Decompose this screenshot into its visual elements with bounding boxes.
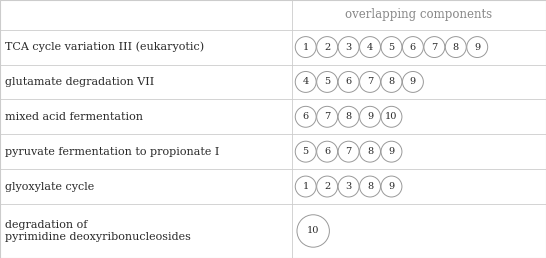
- Text: 2: 2: [324, 43, 330, 52]
- Ellipse shape: [381, 71, 402, 92]
- Text: TCA cycle variation III (eukaryotic): TCA cycle variation III (eukaryotic): [5, 42, 204, 52]
- Text: 5: 5: [324, 77, 330, 86]
- Text: 8: 8: [346, 112, 352, 121]
- Text: 6: 6: [346, 77, 352, 86]
- Text: 9: 9: [410, 77, 416, 86]
- Ellipse shape: [381, 176, 402, 197]
- Ellipse shape: [381, 106, 402, 127]
- Ellipse shape: [467, 37, 488, 58]
- Ellipse shape: [295, 37, 316, 58]
- Text: 10: 10: [307, 227, 319, 236]
- Ellipse shape: [317, 37, 337, 58]
- Ellipse shape: [317, 176, 337, 197]
- Text: 6: 6: [410, 43, 416, 52]
- Text: 1: 1: [302, 43, 309, 52]
- Ellipse shape: [295, 176, 316, 197]
- Text: 3: 3: [346, 43, 352, 52]
- Text: 9: 9: [367, 112, 373, 121]
- Text: 7: 7: [431, 43, 437, 52]
- Ellipse shape: [381, 141, 402, 162]
- Text: 8: 8: [367, 147, 373, 156]
- Text: 4: 4: [302, 77, 309, 86]
- Ellipse shape: [317, 106, 337, 127]
- Text: 4: 4: [367, 43, 373, 52]
- Text: pyruvate fermentation to propionate I: pyruvate fermentation to propionate I: [5, 147, 219, 157]
- Ellipse shape: [360, 176, 381, 197]
- Text: 1: 1: [302, 182, 309, 191]
- Text: 3: 3: [346, 182, 352, 191]
- Ellipse shape: [295, 141, 316, 162]
- Ellipse shape: [402, 71, 423, 92]
- Text: 5: 5: [388, 43, 395, 52]
- Ellipse shape: [338, 37, 359, 58]
- Ellipse shape: [295, 71, 316, 92]
- Ellipse shape: [338, 106, 359, 127]
- Ellipse shape: [317, 141, 337, 162]
- Text: 2: 2: [324, 182, 330, 191]
- Text: 5: 5: [302, 147, 309, 156]
- Text: 7: 7: [346, 147, 352, 156]
- Text: overlapping components: overlapping components: [346, 8, 492, 21]
- Text: 6: 6: [324, 147, 330, 156]
- Text: 10: 10: [385, 112, 397, 121]
- Text: 7: 7: [367, 77, 373, 86]
- Text: degradation of
pyrimidine deoxyribonucleosides: degradation of pyrimidine deoxyribonucle…: [5, 220, 191, 242]
- Ellipse shape: [360, 71, 381, 92]
- Ellipse shape: [338, 71, 359, 92]
- Ellipse shape: [360, 106, 381, 127]
- Ellipse shape: [338, 141, 359, 162]
- Text: 9: 9: [474, 43, 480, 52]
- Text: glyoxylate cycle: glyoxylate cycle: [5, 182, 94, 191]
- Ellipse shape: [424, 37, 445, 58]
- Ellipse shape: [402, 37, 423, 58]
- Ellipse shape: [295, 106, 316, 127]
- Ellipse shape: [338, 176, 359, 197]
- Text: glutamate degradation VII: glutamate degradation VII: [5, 77, 155, 87]
- Ellipse shape: [317, 71, 337, 92]
- Ellipse shape: [360, 37, 381, 58]
- Ellipse shape: [297, 215, 329, 247]
- Text: 8: 8: [367, 182, 373, 191]
- Ellipse shape: [381, 37, 402, 58]
- Text: 8: 8: [388, 77, 395, 86]
- Text: 9: 9: [388, 147, 395, 156]
- Text: 7: 7: [324, 112, 330, 121]
- Text: 6: 6: [302, 112, 309, 121]
- Ellipse shape: [446, 37, 466, 58]
- Text: 8: 8: [453, 43, 459, 52]
- Ellipse shape: [360, 141, 381, 162]
- Text: mixed acid fermentation: mixed acid fermentation: [5, 112, 143, 122]
- Text: 9: 9: [388, 182, 395, 191]
